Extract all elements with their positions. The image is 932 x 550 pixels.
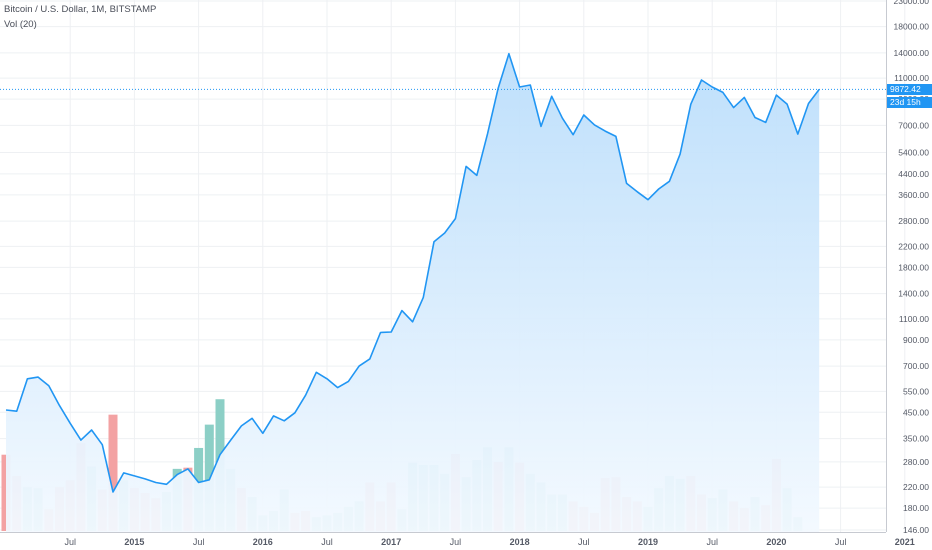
y-tick-label: 450.00 — [903, 407, 929, 417]
x-tick-label: 2015 — [124, 537, 144, 547]
y-tick-label: 3600.00 — [898, 190, 929, 200]
x-tick-label: Jul — [64, 537, 76, 547]
price-area-fill — [6, 53, 820, 532]
y-tick-label: 180.00 — [903, 503, 929, 513]
x-tick-label: 2020 — [766, 537, 786, 547]
y-tick-label: 7000.00 — [898, 120, 929, 130]
y-tick-label: 23000.00 — [894, 0, 930, 6]
y-tick-label: 18000.00 — [894, 22, 930, 32]
y-tick-label: 900.00 — [903, 335, 929, 345]
x-tick-label: Jul — [193, 537, 205, 547]
y-tick-label: 146.00 — [903, 525, 929, 535]
y-tick-label: 1800.00 — [898, 262, 929, 272]
x-tick-label: 2018 — [510, 537, 530, 547]
price-series-line[interactable] — [5, 52, 820, 493]
bar-countdown-tag: 23d 15h — [887, 96, 932, 108]
y-tick-label: 2800.00 — [898, 216, 929, 226]
current-price-tag: 9872.42 — [887, 83, 932, 95]
x-tick-label: Jul — [835, 537, 847, 547]
x-tick-label: 2016 — [253, 537, 273, 547]
y-tick-label: 220.00 — [903, 482, 929, 492]
volume-bar — [108, 414, 118, 531]
y-tick-label: 5400.00 — [898, 148, 929, 158]
chart-title: Bitcoin / U.S. Dollar, 1M, BITSTAMP — [4, 4, 157, 15]
volume-indicator-label: Vol (20) — [4, 19, 37, 30]
y-tick-label: 700.00 — [903, 361, 929, 371]
y-tick-label: 2200.00 — [898, 241, 929, 251]
y-tick-label: 11000.00 — [894, 73, 929, 83]
y-tick-label: 550.00 — [903, 386, 929, 396]
y-tick-label: 350.00 — [903, 434, 929, 444]
y-tick-label: 1100.00 — [899, 314, 929, 324]
x-tick-label: Jul — [321, 537, 333, 547]
y-tick-label: 1400.00 — [898, 289, 929, 299]
price-area — [6, 53, 820, 532]
x-tick-label: 2019 — [638, 537, 658, 547]
y-tick-label: 280.00 — [903, 457, 929, 467]
y-tick-label: 14000.00 — [894, 48, 930, 58]
x-tick-label: Jul — [706, 537, 718, 547]
x-tick-label: Jul — [450, 537, 462, 547]
y-tick-label: 4400.00 — [898, 169, 929, 179]
x-tick-label: Jul — [578, 537, 590, 547]
x-tick-label: 2017 — [381, 537, 401, 547]
price-line — [5, 52, 820, 493]
x-tick-label: 2021 — [895, 537, 915, 547]
